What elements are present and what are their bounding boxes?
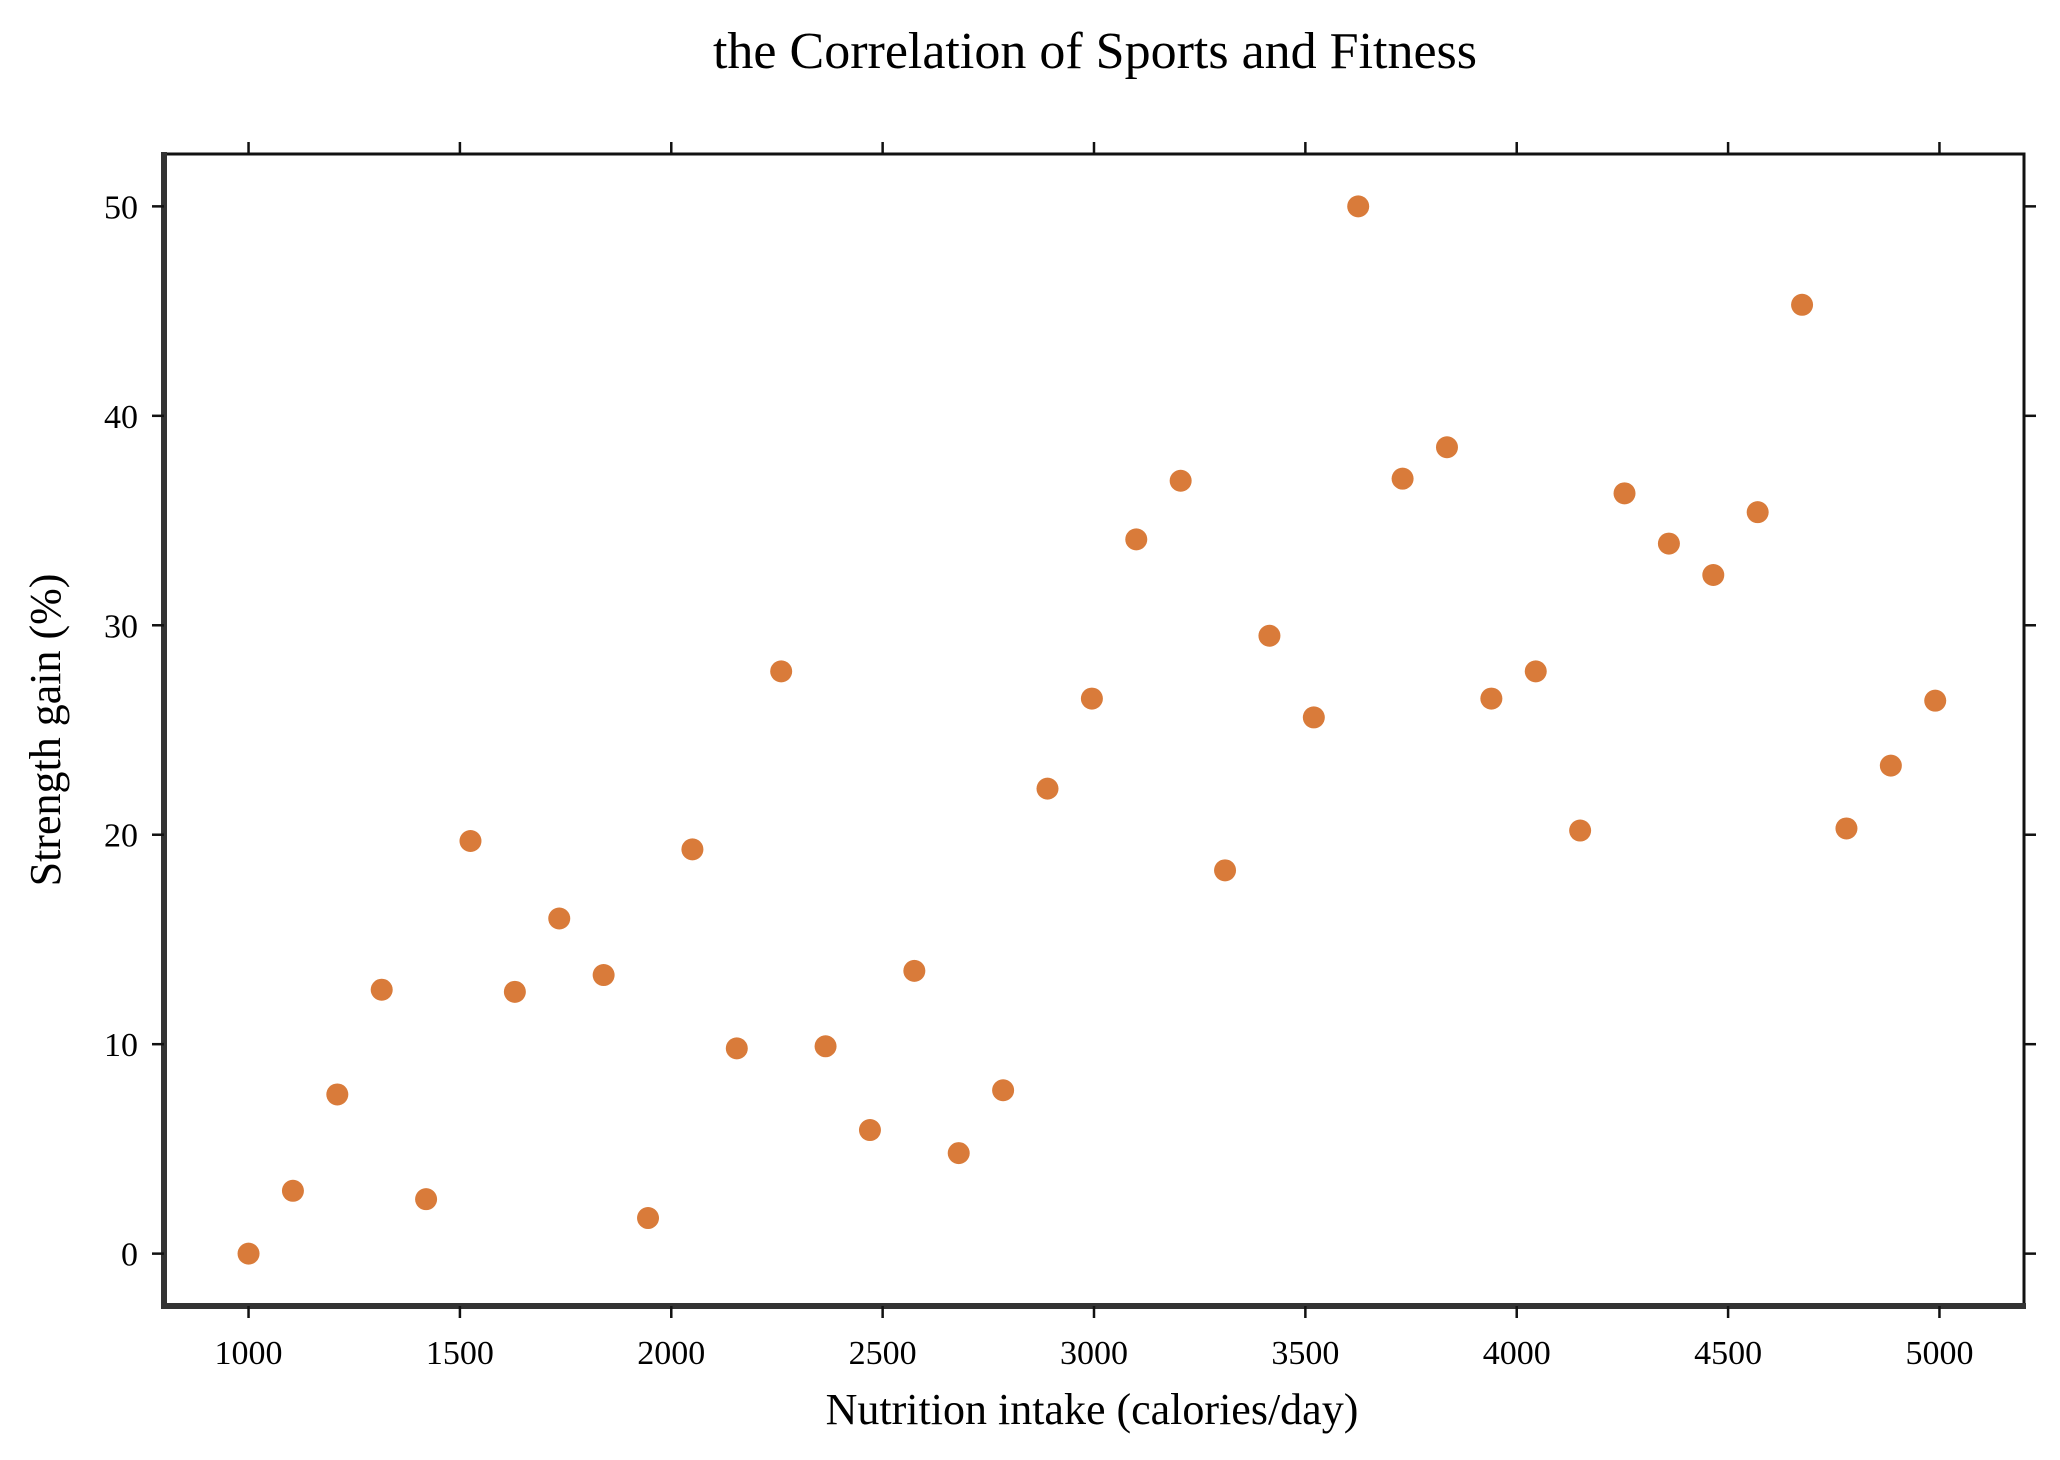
data-point	[1480, 687, 1503, 710]
data-point	[592, 964, 615, 987]
data-point	[503, 980, 526, 1003]
data-point	[858, 1119, 881, 1142]
data-point	[1080, 687, 1103, 710]
data-point	[1657, 532, 1680, 555]
x-tick-label: 4000	[1483, 1335, 1551, 1372]
data-point	[947, 1142, 970, 1165]
data-point	[1613, 482, 1636, 505]
data-point	[281, 1179, 304, 1202]
y-tick-label: 40	[104, 399, 138, 436]
data-point	[681, 838, 704, 861]
data-point	[992, 1079, 1015, 1102]
data-point	[637, 1207, 660, 1230]
data-point	[1569, 819, 1592, 842]
data-point	[415, 1188, 438, 1211]
y-tick-label: 0	[121, 1237, 138, 1274]
data-point	[1702, 564, 1725, 587]
x-axis-label: Nutrition intake (calories/day)	[826, 1385, 1359, 1434]
data-point	[1791, 293, 1814, 316]
y-tick-label: 50	[104, 189, 138, 226]
x-tick-label: 1500	[426, 1335, 494, 1372]
data-point	[725, 1037, 748, 1060]
y-tick-label: 20	[104, 818, 138, 855]
data-point	[1258, 624, 1281, 647]
data-point	[1746, 501, 1769, 524]
y-tick-label: 30	[104, 608, 138, 645]
x-tick-label: 3500	[1271, 1335, 1339, 1372]
data-point	[903, 959, 926, 982]
x-tick-label: 2500	[849, 1335, 917, 1372]
plot-area: 1000 1500 2000 2500 3000 3500 4000 4500 5000 0 10 2…	[104, 142, 2036, 1372]
x-tick-label: 3000	[1060, 1335, 1128, 1372]
data-point	[1524, 660, 1547, 683]
data-point	[1302, 706, 1325, 729]
data-point	[548, 907, 571, 930]
data-point	[1214, 859, 1237, 882]
data-point	[814, 1035, 837, 1058]
x-tick-label: 2000	[637, 1335, 705, 1372]
plot-frame	[162, 152, 2026, 1308]
y-tick-label: 10	[104, 1027, 138, 1064]
x-tick-label: 4500	[1694, 1335, 1762, 1372]
data-point	[1391, 467, 1414, 490]
chart-title: the Correlation of Sports and Fitness	[713, 23, 1477, 80]
data-point	[1435, 436, 1458, 459]
data-point	[370, 978, 393, 1001]
data-point	[1924, 689, 1947, 712]
data-point	[237, 1242, 260, 1265]
data-point	[326, 1083, 349, 1106]
data-point	[1125, 528, 1148, 551]
data-point	[1169, 469, 1192, 492]
data-point	[1036, 777, 1059, 800]
x-tick-label: 1000	[215, 1335, 283, 1372]
data-point	[1835, 817, 1858, 840]
data-point	[459, 830, 482, 853]
data-point	[1347, 195, 1370, 218]
data-point	[770, 660, 793, 683]
y-axis-label: Strength gain (%)	[21, 574, 70, 887]
x-tick-label: 5000	[1905, 1335, 1973, 1372]
data-point	[1879, 754, 1902, 777]
